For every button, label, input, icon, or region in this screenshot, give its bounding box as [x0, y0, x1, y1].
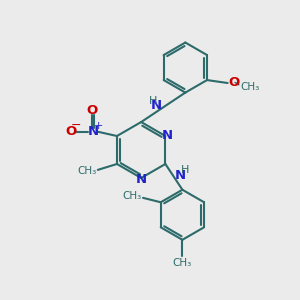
Text: CH₃: CH₃ — [122, 191, 142, 201]
Text: CH₃: CH₃ — [241, 82, 260, 92]
Text: H: H — [181, 165, 189, 176]
Text: CH₃: CH₃ — [173, 258, 192, 268]
Text: N: N — [175, 169, 186, 182]
Text: N: N — [151, 99, 162, 112]
Text: H: H — [149, 96, 157, 106]
Text: +: + — [94, 121, 103, 131]
Text: O: O — [66, 125, 77, 138]
Text: O: O — [86, 104, 98, 118]
Text: N: N — [161, 129, 172, 142]
Text: N: N — [88, 125, 99, 138]
Text: −: − — [71, 119, 82, 132]
Text: N: N — [136, 173, 147, 186]
Text: O: O — [229, 76, 240, 89]
Text: CH₃: CH₃ — [77, 166, 96, 176]
